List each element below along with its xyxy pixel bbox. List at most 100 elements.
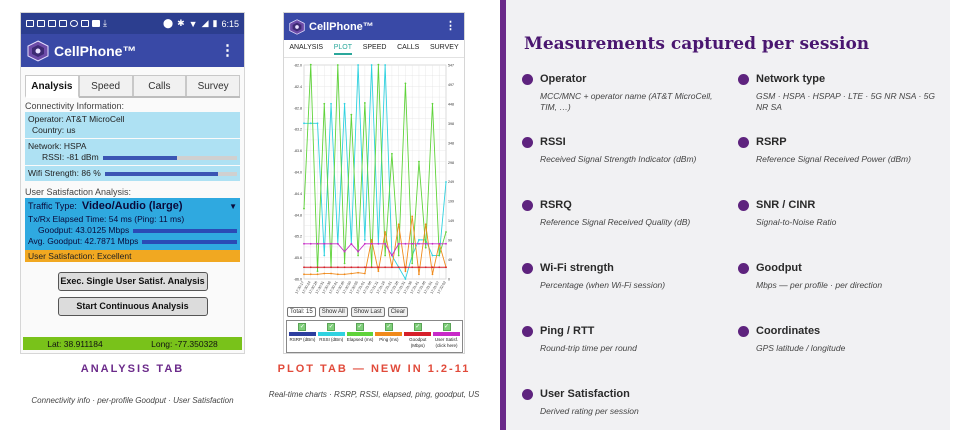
measurement-name-text: RSRP [756, 136, 787, 148]
traffic-type-dropdown[interactable]: Video/Audio (large) [81, 200, 183, 212]
continuous-analysis-button[interactable]: Start Continuous Analysis [57, 297, 208, 316]
measurement-name-text: Operator [540, 73, 587, 85]
country-text: Country: us [32, 125, 76, 135]
series-point [431, 266, 434, 269]
tab-plot[interactable]: PLOT [333, 44, 353, 55]
series-point [384, 266, 387, 269]
tab-speed[interactable]: Speed [78, 75, 133, 96]
series-point [323, 254, 326, 257]
x-tick-label: 17:31:51 [423, 281, 433, 295]
battery-icon: ▮ [212, 18, 218, 28]
plot-controls: Total: 15 Show All Show Last Clear [287, 307, 409, 317]
tab-bar: Analysis Speed Calls Survey [25, 75, 240, 98]
legend-checkbox-icon[interactable]: ✓ [327, 323, 336, 331]
tab-calls-2[interactable]: CALLS [397, 44, 420, 51]
left-tick-label: -86.0 [294, 278, 302, 282]
app-bar: CellPhone™ ⋮ [21, 34, 244, 67]
legend-entry[interactable]: ✓ RSRP (dBm) [289, 323, 316, 350]
legend-entry[interactable]: ✓ RSSI (dBm) [317, 323, 345, 350]
measurement-name-text: RSSI [540, 136, 566, 148]
notification-icons: ⤓ [26, 18, 107, 29]
tab-analysis-2[interactable]: ANALYSIS [289, 44, 324, 51]
series-point [357, 254, 359, 257]
measurements-panel: Measurements captured per session Operat… [500, 0, 950, 430]
legend-entry[interactable]: ✓ Elapsed (ms) [346, 323, 374, 350]
legend-entry[interactable]: ✓ User Satisf. (click here) [433, 323, 460, 350]
legend-label: Ping (ms) [379, 337, 399, 342]
x-tick-label: 17:30:17 [294, 281, 304, 295]
plot-chart: -82.0 -82.4 -82.8 -83.2 -83.6 -84.0 -84.4 -84.8… [294, 64, 454, 295]
bullet-dot-icon [738, 325, 749, 337]
sim-icon [37, 20, 45, 27]
right-tick-label: 298 [448, 161, 454, 165]
legend-entry[interactable]: ✓ Goodput (Mbps) [404, 323, 432, 350]
series-point [357, 64, 359, 66]
measurement-name-text: RSRQ [540, 199, 572, 211]
legend-swatch [404, 332, 432, 336]
legend-checkbox-icon[interactable]: ✓ [384, 323, 393, 331]
overflow-menu-icon[interactable]: ⋮ [220, 42, 235, 59]
x-tick-label: 17:31:11 [369, 281, 379, 295]
series-point [384, 254, 387, 257]
plot-caption-subtitle: Real-time charts · RSRP, RSSI, elapsed, … [268, 390, 480, 399]
tab-survey[interactable]: Survey [186, 75, 240, 96]
series-point [323, 272, 326, 275]
dropdown-arrow-icon[interactable]: ▼ [229, 202, 237, 211]
legend-swatch [375, 332, 403, 336]
series-point [350, 272, 353, 275]
series-point [411, 262, 414, 265]
series-point [404, 278, 407, 280]
legend-checkbox-icon[interactable]: ✓ [298, 323, 307, 331]
series-point [323, 102, 326, 105]
series-point [357, 266, 359, 269]
tab-survey-2[interactable]: SURVEY [429, 44, 459, 51]
series-point [377, 270, 380, 273]
legend-label: User Satisf. (click here) [434, 337, 459, 348]
image-icon [48, 20, 56, 27]
series-point [411, 242, 414, 245]
series-point [404, 82, 407, 85]
series-point [357, 250, 359, 253]
series-point [343, 250, 346, 253]
x-tick-label: 17:31:01 [355, 281, 365, 295]
bullet-dot-icon [522, 199, 533, 211]
series-point [357, 271, 359, 274]
series-point [411, 266, 414, 269]
series-point [445, 242, 447, 245]
right-tick-label: 49 [448, 258, 452, 262]
show-last-button[interactable]: Show Last [350, 307, 385, 317]
status-time: 6:15 [221, 18, 239, 29]
tab-calls[interactable]: Calls [132, 75, 187, 96]
series-point [323, 242, 326, 245]
legend-entry[interactable]: ✓ Ping (ms) [375, 323, 403, 350]
traffic-type-label: Traffic Type: [28, 201, 77, 211]
series-point [303, 122, 305, 125]
right-tick-label: 149 [448, 219, 454, 223]
clear-button[interactable]: Clear [387, 307, 409, 317]
series-point [316, 242, 319, 245]
show-all-button[interactable]: Show All [318, 307, 348, 317]
x-tick-label: 17:30:26 [308, 281, 318, 295]
measurement-item: Coordinates GPS latitude / longitude [738, 325, 938, 354]
legend-checkbox-icon[interactable]: ✓ [356, 323, 365, 331]
overflow-menu-icon-2[interactable]: ⋮ [445, 20, 456, 32]
series-point [424, 242, 427, 245]
legend-checkbox-icon[interactable]: ✓ [413, 323, 422, 331]
goodput-bar [133, 228, 237, 233]
tab-analysis[interactable]: Analysis [25, 75, 79, 98]
bullet-dot-icon [738, 73, 749, 85]
legend-label: RSSI (dBm) [319, 337, 344, 342]
single-analysis-button[interactable]: Exec. Single User Satisf. Analysis [57, 272, 208, 291]
connectivity-label: Connectivity Information: [25, 101, 125, 111]
series-point [316, 266, 319, 269]
series-point [438, 242, 441, 245]
series-point [431, 242, 434, 245]
tab-speed-2[interactable]: SPEED [362, 44, 387, 51]
measurement-name: Network type [738, 73, 938, 85]
legend-checkbox-icon[interactable]: ✓ [442, 323, 451, 331]
measurement-name-text: Goodput [756, 262, 802, 274]
series-point [350, 242, 353, 245]
app-title: CellPhone™ [54, 42, 137, 59]
app-logo-icon [27, 39, 49, 62]
